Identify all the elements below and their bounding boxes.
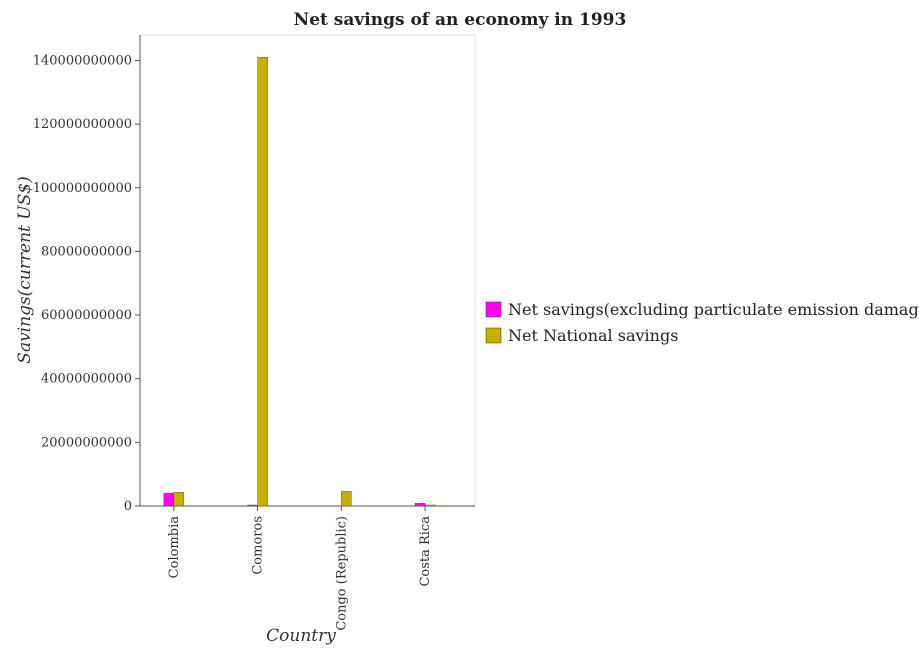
x-tick-label: Costa Rica [418,516,433,587]
y-tick-label: 80000000000 [41,244,132,259]
bar-net-national-savings [257,57,268,507]
y-ticks: 0 20000000000 40000000000 60000000000 800000… [33,53,140,514]
x-tick-label: Congo (Republic) [334,516,349,631]
plot-frame [139,34,476,507]
bar-net-savings-excl [163,492,175,507]
bar-net-savings-excl [414,503,426,507]
y-tick-label: 20000000000 [41,435,132,450]
legend: Net savings(excluding particulate emissi… [485,300,919,345]
y-axis-label: Savings(current US$) [15,176,35,363]
bar-net-national-savings [341,491,352,507]
legend-swatch-net-savings-excl [485,301,502,318]
y-tick-label: 100000000000 [33,181,132,196]
plot-area [139,34,476,507]
y-tick-label: 60000000000 [41,308,132,323]
bar-net-national-savings [173,492,185,507]
x-ticks: Colombia Comoros Congo (Republic) Costa Ric… [167,506,433,631]
y-tick-label: 120000000000 [33,117,132,132]
x-tick-label: Colombia [167,516,182,579]
bar-net-national-savings [424,504,436,507]
y-tick-label: 0 [124,499,132,514]
x-axis-label: Country [266,626,336,646]
legend-label-net-national-savings: Net National savings [508,326,678,345]
y-tick-label: 140000000000 [33,53,132,68]
bars [163,57,436,507]
y-tick-label: 40000000000 [41,372,132,387]
chart-title: Net savings of an economy in 1993 [294,10,627,30]
legend-label-net-savings-excl: Net savings(excluding particulate emissi… [508,300,919,319]
x-tick-label: Comoros [251,516,266,575]
bar-net-savings-excl [247,504,258,507]
legend-swatch-net-national-savings [485,327,502,344]
